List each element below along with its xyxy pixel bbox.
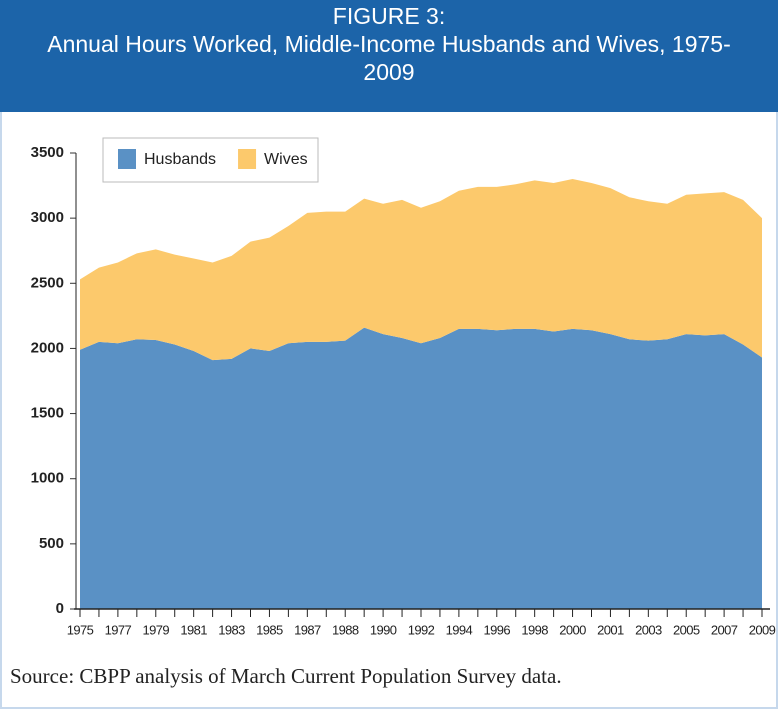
x-tick-label: 1981	[180, 622, 207, 637]
x-tick-label: 1987	[294, 622, 321, 637]
x-tick-label: 2009	[749, 622, 776, 637]
legend-box	[102, 137, 319, 183]
x-tick-label: 1996	[484, 622, 511, 637]
x-tick-label: 1990	[370, 622, 397, 637]
y-tick-label: 2500	[31, 274, 64, 291]
legend-label: Wives	[264, 151, 308, 168]
x-tick-label: 1975	[67, 622, 94, 637]
x-tick-label: 2003	[635, 622, 662, 637]
x-tick-label: 1988	[332, 622, 359, 637]
x-tick-label: 1977	[105, 622, 132, 637]
chart-title: Annual Hours Worked, Middle-Income Husba…	[47, 31, 731, 85]
y-tick-label: 1500	[31, 405, 64, 422]
source-note: Source: CBPP analysis of March Current P…	[10, 664, 562, 688]
y-tick-label: 2000	[31, 339, 64, 356]
x-tick-label: 1985	[256, 622, 283, 637]
y-tick-label: 500	[39, 535, 64, 552]
legend-label: Husbands	[144, 151, 216, 168]
figure-label: FIGURE 3:	[332, 3, 446, 29]
x-tick-label: 2000	[559, 622, 586, 637]
x-tick-label: 1983	[218, 622, 245, 637]
y-tick-label: 3000	[31, 209, 64, 226]
chart: 0 500 1000 1500 2000 2500 3000 3500 1975 1977 1979…	[31, 137, 776, 637]
x-tick-label: 2001	[597, 622, 624, 637]
header: FIGURE 3: Annual Hours Worked, Middle-In…	[0, 0, 778, 112]
area	[80, 327, 762, 609]
x-tick-label: 1979	[143, 622, 170, 637]
legend-swatch	[118, 149, 136, 169]
legend-swatch	[238, 149, 257, 169]
y-tick-label: 3500	[31, 144, 64, 161]
x-tick-label: 1992	[408, 622, 435, 637]
x-tick-label: 2007	[711, 622, 738, 637]
y-tick-label: 0	[56, 600, 64, 617]
x-tick-label: 1994	[446, 622, 473, 637]
x-tick-label: 2005	[673, 622, 700, 637]
area	[80, 179, 762, 361]
x-tick-label: 1998	[521, 622, 548, 637]
y-tick-label: 1000	[31, 470, 64, 487]
